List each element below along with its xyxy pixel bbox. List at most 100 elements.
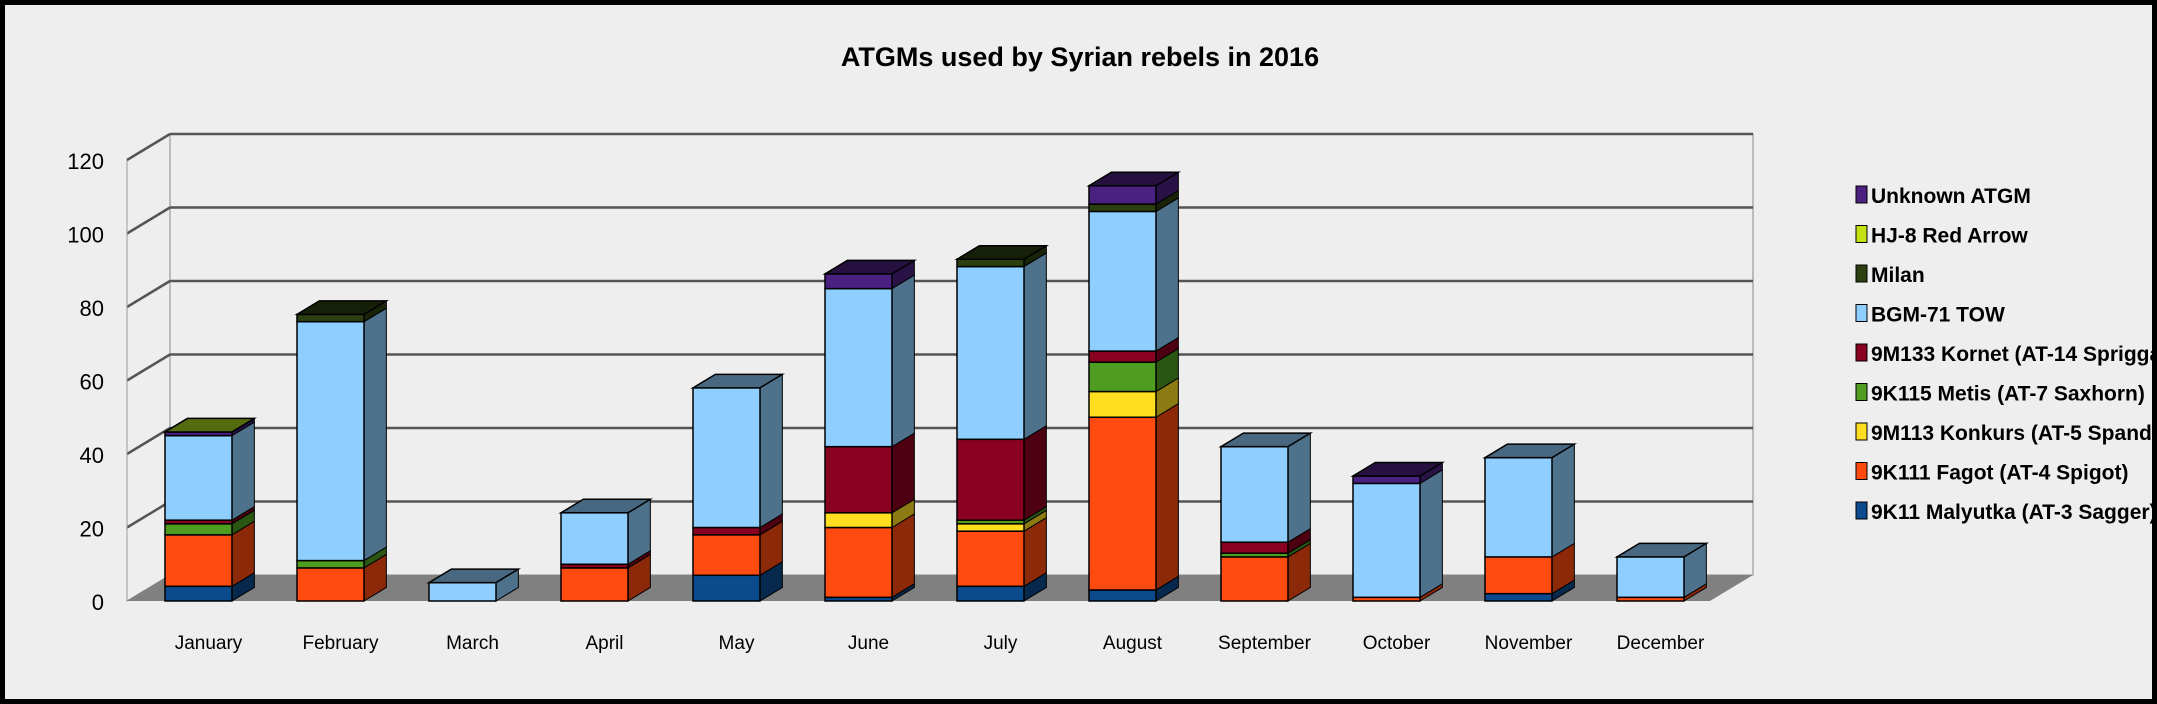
bar-top <box>162 417 258 433</box>
bar-segment <box>296 567 365 602</box>
bar-segment <box>824 445 893 514</box>
bar-segment <box>824 526 893 599</box>
bar-segment <box>956 530 1025 588</box>
legend-swatch <box>1855 383 1868 401</box>
plot-area: 0 20 40 60 80 100 120 January February March April… <box>67 132 1754 654</box>
legend-label: Unknown ATGM <box>1871 185 2031 208</box>
bar-segment <box>1088 350 1157 363</box>
bar-segment <box>824 273 893 290</box>
legend-label: HJ-8 Red Arrow <box>1871 225 2028 248</box>
legend-swatch <box>1855 264 1868 283</box>
bar-side <box>363 307 387 562</box>
bar-segment <box>428 581 497 602</box>
legend-label: 9K111 Fagot (AT-4 Spigot) <box>1871 462 2128 485</box>
bar-top <box>954 244 1050 260</box>
bar-top <box>1482 443 1578 459</box>
bar-segment <box>296 320 365 562</box>
bar-top <box>690 373 786 389</box>
x-tick-label: November <box>1485 633 1573 654</box>
bar-segment <box>956 523 1025 532</box>
bar-side <box>1155 197 1179 352</box>
x-tick-label: April <box>585 633 623 654</box>
bar-segment <box>560 512 629 565</box>
bar-top <box>294 300 390 316</box>
bar-segment <box>1088 203 1157 213</box>
legend-swatch <box>1855 185 1868 204</box>
y-tick-label: 0 <box>92 590 104 615</box>
bar-segment <box>296 313 365 323</box>
bar-segment <box>1088 589 1157 602</box>
legend-swatch <box>1855 304 1868 322</box>
bar-segment <box>1220 556 1289 602</box>
bar-segment <box>1352 482 1421 599</box>
y-tick-label: 80 <box>80 296 104 321</box>
legend-label: Milan <box>1871 264 1925 287</box>
bar-top <box>822 259 918 275</box>
chart-title: ATGMs used by Syrian rebels in 2016 <box>841 42 1319 72</box>
x-tick-label: March <box>446 633 499 654</box>
bar-segment <box>1352 475 1421 485</box>
bar-segment <box>1484 456 1553 558</box>
bar-side <box>1419 468 1443 599</box>
x-tick-label: February <box>302 633 379 654</box>
bar-side <box>1287 432 1311 544</box>
bar-segment <box>1088 210 1157 352</box>
bar-segment <box>1220 541 1289 554</box>
bar-segment <box>1088 184 1157 205</box>
bar-segment <box>824 512 893 529</box>
legend-label: 9K115 Metis (AT-7 Saxhorn) <box>1871 383 2145 406</box>
bar-segment <box>824 287 893 448</box>
y-tick-label: 60 <box>80 370 104 395</box>
bar-segment <box>296 559 365 569</box>
bar-top <box>558 498 654 514</box>
bar-segment <box>1220 445 1289 543</box>
x-tick-label: September <box>1218 633 1312 654</box>
legend-swatch <box>1855 462 1868 480</box>
legend-swatch <box>1855 422 1868 441</box>
floor <box>127 575 1753 601</box>
bar-top <box>1614 542 1710 558</box>
gridline-side <box>126 426 171 456</box>
bar-top <box>1086 171 1182 187</box>
gridline-side <box>126 353 171 382</box>
bar-side <box>1023 424 1047 522</box>
x-tick-label: January <box>175 633 243 654</box>
bar-side <box>891 274 915 448</box>
legend-swatch <box>1855 501 1868 520</box>
legend-label: 9M113 Konkurs (AT-5 Spandrel) <box>1871 422 2157 445</box>
legend: Unknown ATGM HJ-8 Red Arrow Milan BGM-71 TO… <box>1855 185 2157 524</box>
bar-top <box>426 568 522 584</box>
bar-side <box>759 373 783 529</box>
bar-segment <box>1088 416 1157 591</box>
y-tick-label: 20 <box>80 517 104 542</box>
bar-segment <box>1616 556 1685 599</box>
bar-segment <box>956 438 1025 521</box>
y-tick-label: 40 <box>80 443 104 468</box>
legend-swatch <box>1855 225 1868 243</box>
bar-segment <box>164 534 233 588</box>
bar-segment <box>956 585 1025 602</box>
x-tick-label: August <box>1103 633 1163 654</box>
bar-side <box>1023 252 1047 441</box>
bar-side <box>891 513 915 599</box>
bar-segment <box>692 534 761 577</box>
bar-segment <box>692 526 761 536</box>
bar-segment <box>164 585 233 602</box>
x-tick-label: October <box>1363 633 1431 654</box>
legend-label: 9K11 Malyutka (AT-3 Sagger) <box>1871 501 2157 524</box>
gridline-side <box>126 500 171 529</box>
y-tick-label: 120 <box>67 149 104 174</box>
bar-segment <box>692 574 761 602</box>
legend-label: BGM-71 TOW <box>1871 304 2005 327</box>
bar-top <box>1350 461 1446 477</box>
bar-segment <box>956 258 1025 268</box>
bar-segment <box>164 434 233 521</box>
bar-segment <box>560 567 629 602</box>
bar-segment <box>692 387 761 529</box>
bar-top <box>1218 432 1314 448</box>
bar-segment <box>1088 390 1157 418</box>
gridline-side <box>126 206 171 235</box>
bar-side <box>1551 443 1575 558</box>
